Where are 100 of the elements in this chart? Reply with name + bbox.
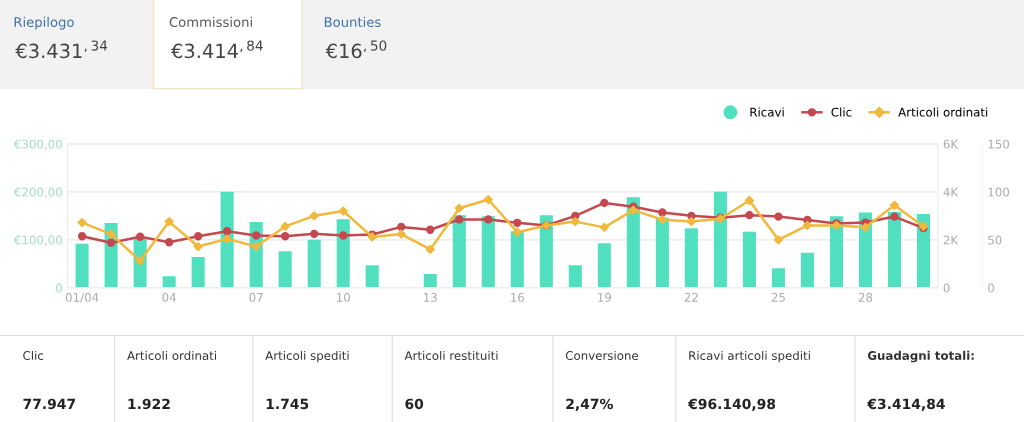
point bbox=[77, 232, 87, 241]
point bbox=[483, 194, 493, 205]
bar bbox=[684, 228, 698, 288]
text: Clic bbox=[23, 350, 44, 361]
x-tick-label: 25 bbox=[771, 292, 785, 302]
y3-tick-label: 50 bbox=[988, 235, 1002, 245]
x-tick-label: 07 bbox=[249, 292, 263, 302]
point bbox=[281, 232, 290, 241]
point bbox=[426, 225, 435, 234]
point bbox=[628, 205, 638, 215]
point bbox=[454, 203, 464, 213]
bar bbox=[713, 191, 727, 288]
point bbox=[193, 241, 203, 252]
bar bbox=[336, 219, 350, 288]
bar bbox=[162, 276, 176, 288]
point bbox=[397, 222, 406, 232]
bar bbox=[916, 213, 931, 288]
text: 60 bbox=[405, 398, 424, 410]
text: Commissioni bbox=[169, 16, 252, 28]
point bbox=[164, 238, 174, 247]
x-tick-label: 19 bbox=[598, 292, 612, 302]
y-tick-label: €100,00 bbox=[13, 235, 62, 246]
bar bbox=[655, 217, 669, 288]
bar bbox=[220, 191, 234, 288]
y2-tick-label: 6K bbox=[943, 139, 959, 149]
text: Ricavi articoli spediti bbox=[689, 350, 810, 363]
text: €3.431$^{,34}$ bbox=[15, 40, 108, 59]
y2-tick-label: 0 bbox=[943, 283, 950, 293]
y2-tick-label: 2K bbox=[943, 235, 959, 245]
bar bbox=[742, 231, 756, 288]
point bbox=[484, 215, 493, 224]
text: Conversione bbox=[565, 350, 639, 361]
point bbox=[774, 212, 783, 221]
x-tick-label: 28 bbox=[858, 292, 873, 302]
bar bbox=[278, 251, 292, 288]
bar bbox=[510, 231, 524, 288]
legend-label: Ricavi bbox=[750, 107, 784, 117]
x-tick-label: 01/04 bbox=[65, 292, 99, 303]
point bbox=[164, 216, 174, 227]
point bbox=[135, 232, 145, 241]
bar bbox=[597, 243, 611, 288]
point bbox=[252, 231, 261, 240]
point bbox=[773, 235, 784, 245]
point bbox=[657, 215, 667, 225]
point bbox=[860, 222, 871, 232]
point bbox=[77, 217, 87, 228]
point bbox=[455, 215, 464, 224]
bar bbox=[365, 265, 379, 288]
text: €16$^{,50}$ bbox=[325, 40, 387, 59]
x-tick-label: 10 bbox=[337, 292, 350, 302]
legend-label: Articoli ordinati bbox=[898, 107, 988, 117]
bar bbox=[626, 197, 640, 288]
bar bbox=[568, 265, 582, 288]
x-tick-label: 16 bbox=[511, 292, 525, 302]
text: 1.922 bbox=[128, 398, 170, 410]
point bbox=[222, 227, 232, 236]
point bbox=[280, 221, 290, 232]
bar bbox=[423, 273, 437, 288]
bar bbox=[307, 239, 321, 288]
legend-label: Clic bbox=[831, 107, 852, 117]
point bbox=[599, 222, 609, 232]
point bbox=[889, 200, 900, 210]
point bbox=[686, 216, 696, 227]
point bbox=[658, 208, 667, 217]
y-tick-label: €200,00 bbox=[13, 187, 62, 198]
point bbox=[193, 232, 203, 241]
bar bbox=[75, 243, 89, 288]
point bbox=[222, 234, 232, 244]
point bbox=[309, 211, 319, 221]
text: Articoli restituiti bbox=[404, 350, 498, 361]
point bbox=[396, 229, 406, 239]
text: €3.414,84 bbox=[867, 398, 945, 411]
y3-tick-label: 0 bbox=[988, 283, 995, 293]
bar bbox=[800, 252, 814, 288]
text: Articoli spediti bbox=[265, 350, 349, 363]
point bbox=[251, 241, 261, 252]
bar bbox=[539, 215, 553, 288]
y3-tick-label: 150 bbox=[988, 139, 1010, 149]
text: €3.414$^{,84}$ bbox=[171, 40, 263, 59]
point bbox=[339, 231, 348, 240]
bar bbox=[771, 268, 785, 288]
point bbox=[106, 238, 116, 247]
point bbox=[135, 256, 145, 266]
point bbox=[890, 212, 899, 221]
bar bbox=[191, 257, 205, 288]
point bbox=[106, 229, 116, 239]
point bbox=[570, 216, 580, 227]
text: 1.745 bbox=[266, 398, 309, 410]
y3-tick-label: 100 bbox=[988, 187, 1010, 197]
text: Articoli ordinati bbox=[127, 350, 216, 361]
point bbox=[745, 210, 754, 220]
point bbox=[513, 218, 522, 227]
point bbox=[425, 244, 435, 255]
bar bbox=[481, 216, 495, 288]
point bbox=[512, 227, 522, 237]
point bbox=[338, 206, 348, 216]
text: 2,47% bbox=[566, 398, 613, 411]
y2-tick-label: 4K bbox=[943, 187, 959, 197]
y-tick-label: 0 bbox=[55, 283, 62, 293]
text: 77.947 bbox=[23, 398, 76, 410]
